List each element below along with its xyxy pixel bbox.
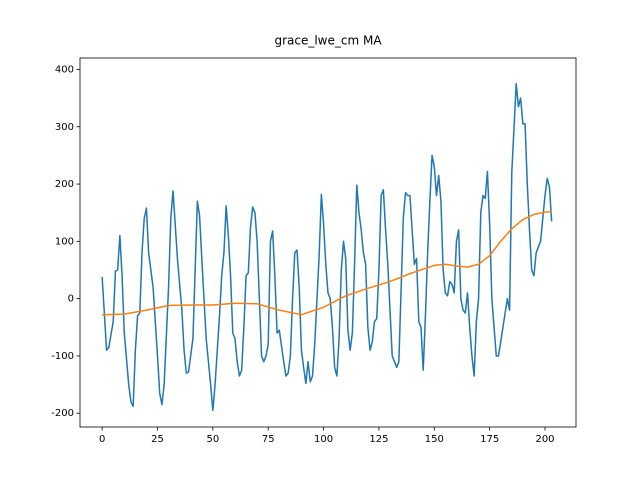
y-tick-label: 0: [68, 294, 74, 305]
x-tick-label: 200: [535, 434, 554, 445]
x-tick-label: 50: [206, 434, 219, 445]
y-tick-label: 400: [55, 64, 74, 75]
x-tick-label: 150: [425, 434, 444, 445]
y-tick-label: -100: [51, 351, 74, 362]
plot-frame: [79, 57, 577, 428]
x-tick-label: 175: [480, 434, 499, 445]
x-tick-label: 100: [314, 434, 333, 445]
y-tick-label: -200: [51, 408, 74, 419]
series-line: [101, 83, 553, 412]
series-line: [102, 210, 552, 316]
chart-title: grace_lwe_cm MA: [274, 34, 382, 48]
x-tick-label: 75: [262, 434, 275, 445]
y-tick-label: 300: [55, 122, 74, 133]
y-tick-label: 200: [55, 179, 74, 190]
x-tick-label: 25: [151, 434, 164, 445]
x-tick-label: 0: [99, 434, 105, 445]
y-tick-label: 100: [55, 236, 74, 247]
x-tick-label: 125: [369, 434, 388, 445]
